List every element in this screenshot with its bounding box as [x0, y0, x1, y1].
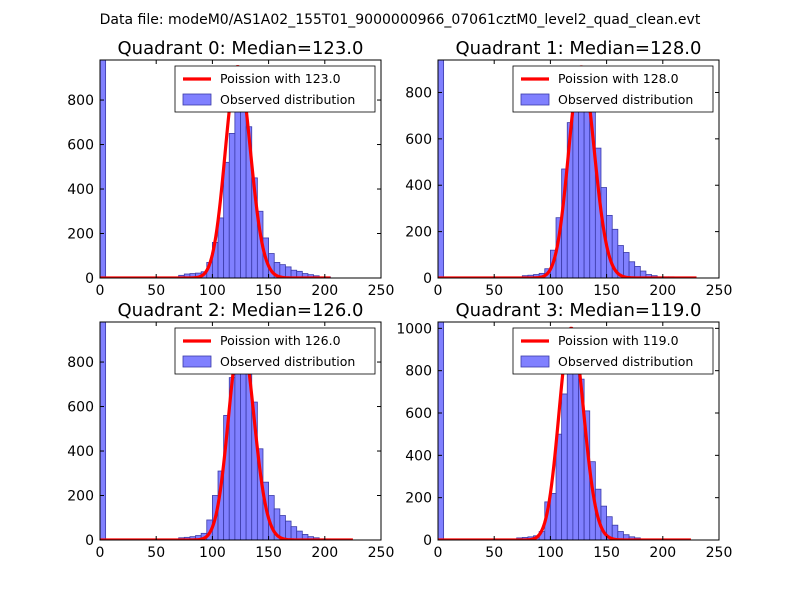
x-tick-label: 50 — [485, 283, 503, 299]
y-tick-label: 0 — [423, 271, 432, 287]
legend-hist-swatch — [520, 355, 550, 368]
histogram-bar — [566, 349, 574, 540]
histogram-bar — [634, 266, 641, 278]
y-tick-label: 400 — [405, 178, 432, 194]
y-tick-label: 200 — [67, 227, 94, 243]
quadrant-2-axes-frame — [99, 321, 382, 541]
histogram-bar — [572, 96, 579, 278]
y-tick-label: 600 — [67, 400, 94, 416]
poisson-curve — [438, 65, 697, 278]
y-tick-label: 800 — [405, 85, 432, 101]
x-tick-label: 150 — [255, 545, 282, 561]
legend-line-label: Poission with 123.0 — [220, 71, 341, 86]
histogram-bar — [290, 526, 298, 540]
y-tick-label: 400 — [405, 448, 432, 464]
x-tick-label: 0 — [434, 545, 443, 561]
legend-hist-label: Observed distribution — [220, 92, 355, 107]
y-tick-label: 800 — [405, 364, 432, 380]
quadrant-3-panel: 0 50 100 150 200 250 0 200 400 600 800 1000 Quadrant… — [396, 300, 732, 561]
histogram-bar — [623, 252, 630, 278]
histogram-bar — [550, 493, 557, 540]
x-tick-label: 100 — [537, 545, 564, 561]
x-tick-label: 200 — [649, 283, 676, 299]
y-tick-label: 400 — [67, 444, 94, 460]
x-tick-label: 100 — [199, 283, 226, 299]
x-tick-label: 0 — [96, 545, 105, 561]
quadrant-1-legend: Poission with 128.0 Observed distribution — [512, 65, 714, 113]
poisson-curve — [100, 333, 354, 540]
histogram-bar — [561, 393, 568, 540]
y-tick-label: 600 — [67, 138, 94, 154]
x-tick-label: 0 — [96, 283, 105, 299]
quadrant-0-panel: 0 50 100 150 200 250 0 200 400 600 800 Quadrant 0: … — [67, 38, 394, 299]
x-tick-label: 50 — [147, 545, 165, 561]
x-tick-label: 0 — [434, 283, 443, 299]
y-tick-label: 600 — [405, 132, 432, 148]
histogram-bar — [438, 60, 445, 278]
y-tick-label: 0 — [85, 271, 94, 287]
x-tick-label: 150 — [255, 283, 282, 299]
x-tick-label: 150 — [593, 545, 620, 561]
y-tick-label: 800 — [67, 93, 94, 109]
legend-hist-swatch — [520, 93, 550, 106]
x-tick-label: 250 — [706, 545, 733, 561]
x-tick-label: 250 — [368, 545, 395, 561]
quadrant-2-panel: 0 50 100 150 200 250 0 200 400 600 800 Quadrant 2: … — [67, 300, 394, 561]
quadrant-3-axes-frame — [437, 321, 720, 541]
legend-line-label: Poission with 119.0 — [558, 333, 679, 348]
histogram-bar — [217, 217, 225, 278]
histogram-bar — [100, 322, 107, 540]
x-tick-label: 250 — [368, 283, 395, 299]
legend-hist-label: Observed distribution — [558, 354, 693, 369]
histogram-bar — [223, 161, 230, 278]
quadrant-1-title: Quadrant 1: Median=128.0 — [456, 38, 702, 59]
quadrant-1-plot-area — [438, 60, 697, 278]
quadrant-0-axes-frame — [99, 59, 382, 279]
legend-hist-swatch — [182, 93, 212, 106]
y-tick-label: 400 — [67, 182, 94, 198]
x-tick-label: 50 — [147, 283, 165, 299]
legend-hist-label: Observed distribution — [558, 92, 693, 107]
x-tick-label: 100 — [537, 283, 564, 299]
x-tick-label: 50 — [485, 545, 503, 561]
legend-hist-label: Observed distribution — [220, 354, 355, 369]
y-tick-label: 0 — [85, 533, 94, 549]
y-tick-label: 0 — [423, 533, 432, 549]
x-tick-label: 150 — [593, 283, 620, 299]
quadrant-0-legend: Poission with 123.0 Observed distribution — [174, 65, 376, 113]
quadrant-3-title: Quadrant 3: Median=119.0 — [456, 300, 702, 321]
histogram-bar — [100, 60, 107, 278]
y-tick-label: 200 — [67, 489, 94, 505]
quadrant-2-plot-area — [100, 322, 354, 540]
quadrant-0-title: Quadrant 0: Median=123.0 — [118, 38, 364, 59]
y-tick-label: 200 — [405, 225, 432, 241]
legend-line-label: Poission with 128.0 — [558, 71, 679, 86]
histogram-bar — [285, 520, 292, 540]
histogram-bar — [628, 261, 636, 278]
x-tick-label: 200 — [311, 283, 338, 299]
quadrant-3-legend: Poission with 119.0 Observed distribution — [512, 327, 714, 375]
legend-line-label: Poission with 126.0 — [220, 333, 341, 348]
y-tick-label: 200 — [405, 491, 432, 507]
y-tick-label: 1000 — [396, 321, 432, 337]
x-tick-label: 250 — [706, 283, 733, 299]
histogram-bar — [240, 92, 247, 278]
legend-hist-swatch — [182, 355, 212, 368]
x-tick-label: 200 — [649, 545, 676, 561]
quadrant-1-panel: 0 50 100 150 200 250 0 200 400 600 800 Quadrant 1: … — [405, 38, 732, 299]
quadrant-2-legend: Poission with 126.0 Observed distribution — [174, 327, 376, 375]
y-tick-label: 600 — [405, 406, 432, 422]
y-tick-label: 800 — [67, 355, 94, 371]
histogram-bar — [228, 133, 236, 278]
x-tick-label: 200 — [311, 545, 338, 561]
histogram-bar — [438, 322, 445, 540]
x-tick-label: 100 — [199, 545, 226, 561]
figure-suptitle: Data file: modeM0/AS1A02_155T01_90000009… — [100, 12, 701, 28]
quadrant-1-axes-frame — [437, 59, 720, 279]
quadrant-2-title: Quadrant 2: Median=126.0 — [118, 300, 364, 321]
